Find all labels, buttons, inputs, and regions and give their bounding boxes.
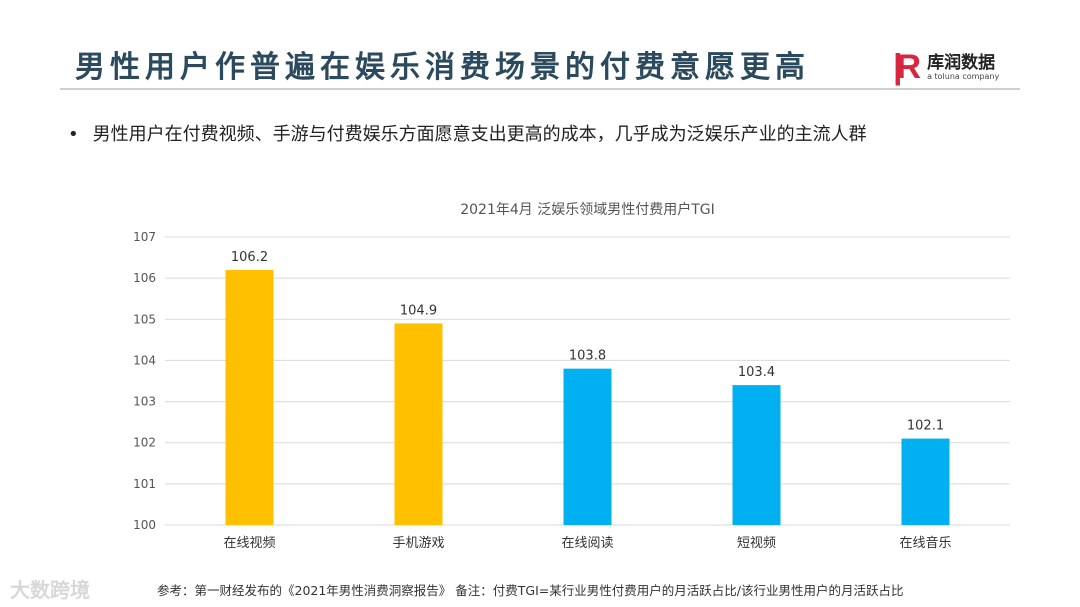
y-tick-label: 102 [133, 436, 156, 450]
y-tick-label: 100 [133, 518, 156, 532]
x-tick-label: 短视频 [737, 536, 776, 551]
chart-title: 2021年4月 泛娱乐领域男性付费用户TGI [460, 201, 715, 218]
y-tick-label: 101 [133, 477, 156, 491]
x-tick-label: 在线阅读 [561, 536, 613, 551]
logo-subtext: a toluna company [927, 71, 1000, 81]
bullet-icon: • [68, 124, 79, 145]
data-label: 102.1 [907, 419, 944, 434]
y-tick-label: 103 [133, 395, 156, 409]
footnote: 参考：第一财经发布的《2021年男性消费洞察报告》 备注：付费TGI=某行业男性… [157, 583, 904, 598]
bar [394, 323, 443, 525]
bar [732, 385, 781, 525]
bullet-text: 男性用户在付费视频、手游与付费娱乐方面愿意支出更高的成本，几乎成为泛娱乐产业的主… [92, 124, 867, 145]
title-divider [60, 88, 1020, 90]
bar [225, 269, 274, 525]
bullet-point: • 男性用户在付费视频、手游与付费娱乐方面愿意支出更高的成本，几乎成为泛娱乐产业的… [68, 120, 867, 146]
x-tick-label: 在线视频 [223, 536, 275, 551]
y-tick-label: 107 [133, 230, 156, 244]
page-title: 男性用户作普遍在娱乐消费场景的付费意愿更高 [75, 50, 810, 85]
y-tick-label: 105 [133, 312, 156, 326]
data-label: 104.9 [400, 303, 437, 318]
bar [901, 438, 950, 525]
watermark: 大数跨境 [10, 578, 90, 602]
logo: |R 库润数据 a toluna company [893, 50, 999, 84]
x-tick-label: 手机游戏 [392, 536, 444, 551]
data-label: 103.8 [569, 349, 606, 364]
data-label: 106.2 [231, 250, 268, 265]
y-tick-label: 104 [133, 353, 156, 367]
logo-text: 库润数据 [927, 52, 996, 73]
bar [563, 368, 612, 525]
data-label: 103.4 [738, 365, 775, 380]
x-tick-label: 在线音乐 [899, 535, 951, 551]
y-tick-label: 106 [133, 271, 156, 285]
